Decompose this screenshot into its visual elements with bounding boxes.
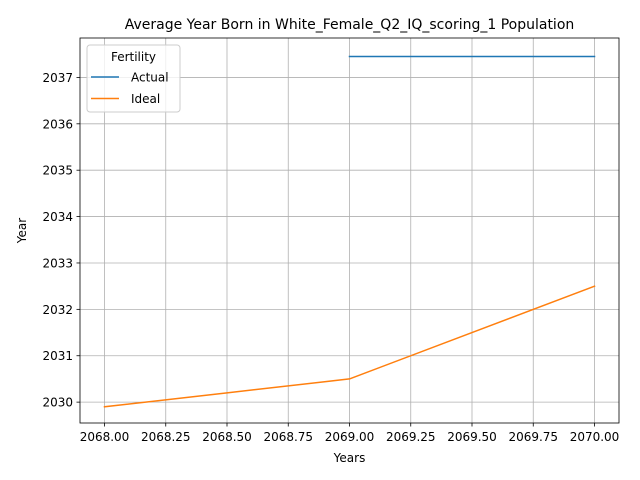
- y-tick-label: 2036: [42, 117, 73, 131]
- series-lines: [103, 55, 596, 408]
- series-line-ideal: [103, 285, 596, 408]
- legend-box: [86, 44, 181, 113]
- legend-label-actual: Actual: [131, 71, 169, 85]
- x-tick-label: 2070.00: [570, 430, 620, 444]
- y-tick-label: 2032: [42, 303, 73, 317]
- y-tick-label: 2030: [42, 396, 73, 410]
- ticks: 2068.00 2068.25 2068.50 2068.75 2069.00 2069.…: [42, 71, 619, 444]
- legend-title: Fertility: [111, 50, 156, 64]
- x-tick-label: 2068.00: [80, 430, 130, 444]
- y-tick-label: 2035: [42, 164, 73, 178]
- grid: [80, 38, 619, 423]
- legend-label-ideal: Ideal: [131, 92, 160, 106]
- x-tick-label: 2068.75: [263, 430, 313, 444]
- x-tick-label: 2069.00: [325, 430, 375, 444]
- x-tick-label: 2069.50: [447, 430, 497, 444]
- x-tick-label: 2068.25: [141, 430, 191, 444]
- legend: Fertility Actual Ideal: [86, 44, 181, 113]
- x-tick-label: 2069.25: [386, 430, 436, 444]
- y-tick-label: 2033: [42, 256, 73, 270]
- y-axis-label: Year: [15, 218, 29, 244]
- legend-entries: Actual Ideal: [91, 71, 169, 106]
- y-tick-label: 2031: [42, 349, 73, 363]
- y-tick-label: 2034: [42, 210, 73, 224]
- y-tick-label: 2037: [42, 71, 73, 85]
- chart-title: Average Year Born in White_Female_Q2_IQ_…: [125, 17, 575, 33]
- x-tick-label: 2068.50: [202, 430, 252, 444]
- x-tick-label: 2069.75: [508, 430, 558, 444]
- x-axis-label: Years: [333, 451, 366, 465]
